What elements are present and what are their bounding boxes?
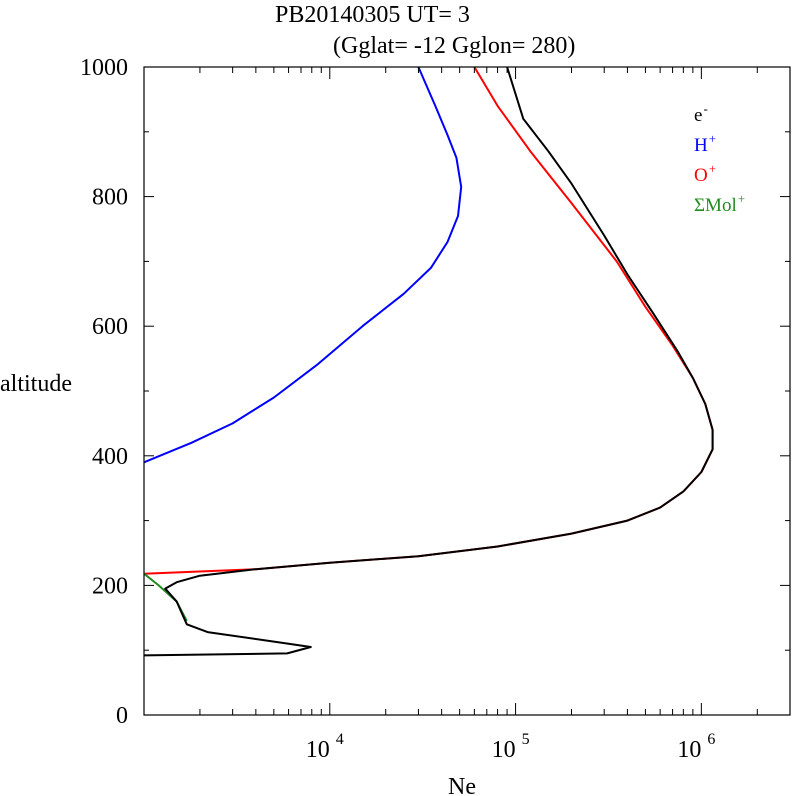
- legend-entry: ΣMol+: [694, 191, 745, 216]
- y-tick-label: 0: [116, 703, 128, 729]
- x-tick-label-base: 10: [492, 737, 516, 763]
- x-tick-label-exponent: 5: [522, 731, 530, 748]
- y-tick-label: 800: [92, 185, 128, 211]
- legend: e- H+ O+ ΣMol+: [694, 101, 745, 216]
- series-line-o: [143, 66, 714, 575]
- axis-ticks: [143, 66, 791, 716]
- x-tick-label-exponent: 4: [336, 731, 344, 748]
- legend-entry: e-: [694, 101, 708, 126]
- y-tick-label: 600: [92, 314, 128, 340]
- x-tick-label-base: 10: [306, 737, 330, 763]
- y-tick-label: 1000: [80, 55, 128, 81]
- x-axis-label: Ne: [448, 774, 476, 796]
- x-tick-label-exponent: 6: [707, 731, 715, 748]
- series-line-e: [143, 66, 714, 657]
- y-axis-label: altitude: [0, 371, 72, 397]
- x-tick-labels: 10 4 10 5 10 6: [306, 731, 716, 763]
- chart-title: PB20140305 UT= 3: [275, 2, 470, 28]
- y-tick-labels: 0 200 400 600 800 1000: [80, 55, 128, 729]
- legend-entry: H+: [694, 131, 716, 156]
- chart-subtitle: (Gglat= -12 Gglon= 280): [333, 33, 575, 59]
- legend-entry: O+: [694, 161, 716, 186]
- series-line-h: [143, 66, 463, 464]
- y-tick-label: 200: [92, 573, 128, 599]
- x-tick-label-base: 10: [677, 737, 701, 763]
- y-tick-label: 400: [92, 444, 128, 470]
- data-lines: [143, 66, 714, 657]
